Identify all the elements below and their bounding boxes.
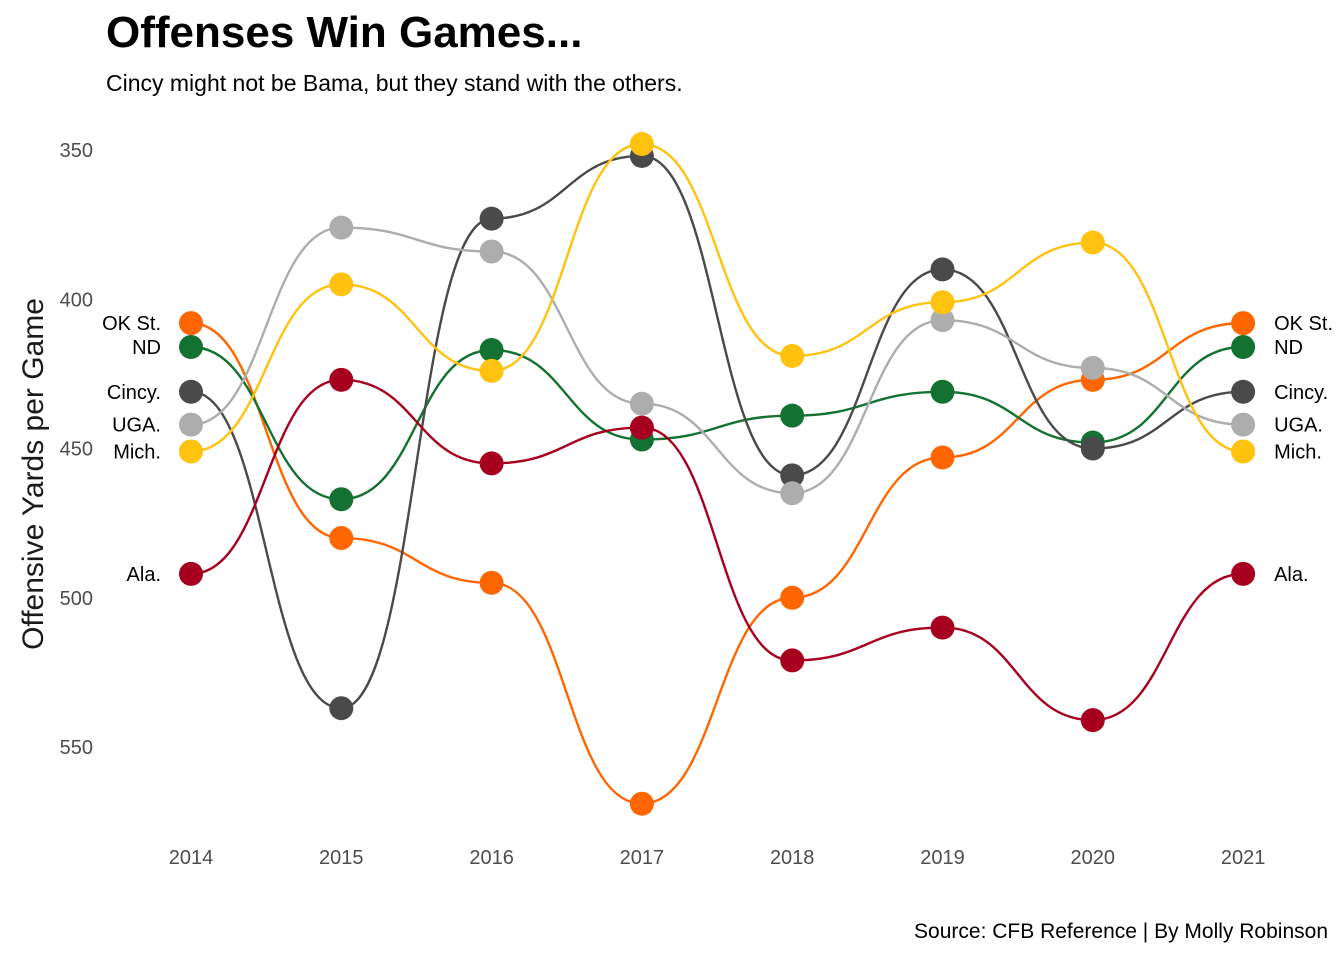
data-point [930,445,955,470]
data-point [329,487,354,512]
x-tick-label: 2018 [770,847,815,869]
data-point [1231,335,1256,360]
data-point [780,481,805,506]
series-label-right: ND [1274,337,1303,359]
source-caption: Source: CFB Reference | By Molly Robinso… [914,920,1328,943]
x-tick-label: 2020 [1071,847,1116,869]
data-point [780,403,805,428]
y-tick-label: 450 [60,439,93,461]
chart-subtitle: Cincy might not be Bama, but they stand … [106,70,683,96]
series-line [190,142,1244,453]
data-point [780,648,805,673]
data-point [1231,412,1256,437]
data-point [930,615,955,640]
data-point [479,337,504,362]
data-point [1231,379,1256,404]
series-label-left: Ala. [127,564,161,586]
data-point [1080,436,1105,461]
x-axis-ticks: 2014 2015 2016 2017 2018 2019 2020 2021 [169,847,1266,869]
data-point [329,272,354,297]
series-line [190,378,1244,722]
data-point [1080,355,1105,380]
series-label-right: Mich. [1274,441,1322,463]
data-point [930,257,955,282]
x-tick-label: 2019 [920,847,965,869]
series-label-left: ND [132,337,161,359]
data-point [1080,708,1105,733]
y-axis-label: Offensive Yards per Game [17,298,50,650]
x-tick-label: 2015 [319,847,364,869]
y-tick-label: 400 [60,289,93,311]
data-point [329,367,354,392]
series-label-left: Cincy. [107,382,161,404]
series-label-right: Ala. [1274,564,1308,586]
y-tick-label: 550 [60,737,93,759]
data-point [479,206,504,231]
data-point [1231,561,1256,586]
data-point [780,585,805,610]
x-tick-label: 2014 [169,847,214,869]
series-points [179,132,1256,816]
data-point [780,343,805,368]
data-point [1231,439,1256,464]
data-point [479,239,504,264]
data-point [629,415,654,440]
data-point [629,791,654,816]
y-axis-ticks: 350 400 450 500 550 [60,140,93,759]
data-point [179,379,203,404]
data-point [329,215,354,240]
data-point [329,526,354,551]
data-point [629,391,654,416]
y-tick-label: 500 [60,588,93,610]
y-tick-label: 350 [60,140,93,162]
chart-title: Offenses Win Games... [106,8,583,57]
data-point [179,561,203,586]
data-point [179,439,203,464]
series-label-left: UGA. [112,415,161,437]
data-point [930,379,955,404]
data-point [179,311,203,336]
data-point [780,463,805,488]
data-point [329,696,354,721]
data-point [179,412,203,437]
series-label-right: UGA. [1274,415,1323,437]
data-point [1231,311,1256,336]
series-line [190,321,1244,805]
data-point [479,451,504,476]
data-point [179,335,203,360]
data-point [479,358,504,383]
x-tick-label: 2016 [469,847,514,869]
data-point [629,132,654,157]
x-tick-label: 2021 [1221,847,1266,869]
data-point [930,290,955,315]
data-point [479,570,504,595]
series-label-left: OK St. [102,313,161,335]
series-label-left: Mich. [113,441,161,463]
data-point [930,308,955,333]
series-label-right: Cincy. [1274,382,1328,404]
series-label-right: OK St. [1274,313,1333,335]
x-tick-label: 2017 [620,847,665,869]
data-point [1080,230,1105,255]
